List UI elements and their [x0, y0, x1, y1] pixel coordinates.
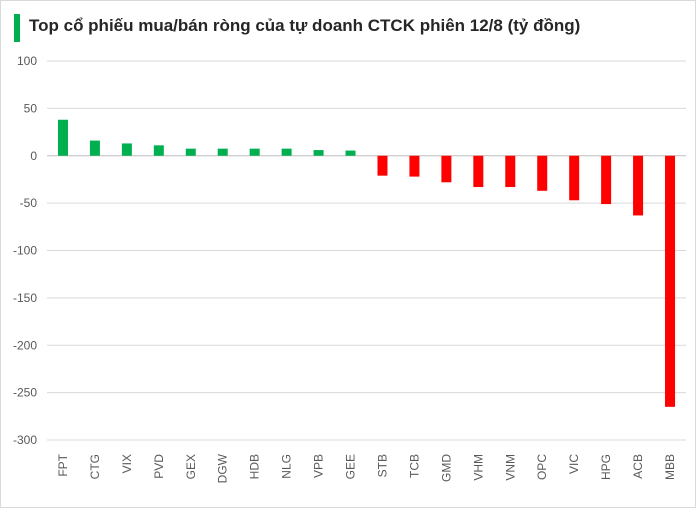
bar-gee — [345, 150, 356, 156]
title-accent-bar — [14, 14, 20, 42]
x-tick-label-gex: GEX — [184, 454, 198, 479]
x-tick-label-pvd: PVD — [152, 454, 166, 479]
y-axis-ticks: 100 50 0 -50 -100 -150 -200 -250 -300 — [13, 54, 37, 447]
bar-hpg — [601, 155, 612, 205]
chart-title: Top cổ phiếu mua/bán ròng của tự doanh C… — [29, 16, 581, 35]
bar-fpt — [57, 119, 68, 156]
x-tick-label-vix: VIX — [120, 454, 134, 473]
gridlines — [47, 60, 686, 441]
bar-gmd — [441, 155, 452, 183]
x-tick-label-stb: STB — [375, 454, 389, 477]
y-tick-label: 50 — [24, 101, 38, 115]
bar-vix — [121, 143, 132, 156]
bar-pvd — [153, 145, 164, 156]
y-tick-label: -150 — [13, 291, 37, 305]
x-tick-label-gee: GEE — [344, 454, 358, 479]
x-tick-label-ctg: CTG — [88, 454, 102, 479]
x-tick-label-acb: ACB — [631, 454, 645, 479]
bar-ctg — [89, 140, 100, 156]
bar-dgw — [217, 148, 228, 156]
bar-opc — [537, 155, 548, 191]
y-tick-label: -300 — [13, 433, 37, 447]
x-tick-label-nlg: NLG — [280, 454, 294, 479]
bar-tcb — [409, 155, 420, 177]
y-tick-label: 0 — [30, 149, 37, 163]
x-tick-label-fpt: FPT — [56, 453, 70, 476]
x-tick-label-vpb: VPB — [312, 454, 326, 478]
x-tick-label-vhm: VHM — [471, 454, 485, 481]
x-axis-labels: FPT CTG VIX PVD GEX DGW HDB NLG VPB GEE STB TCB GMD V… — [56, 453, 677, 483]
x-tick-label-vnm: VNM — [503, 454, 517, 481]
x-tick-label-hdb: HDB — [248, 454, 262, 479]
x-tick-label-vic: VIC — [567, 454, 581, 474]
x-tick-label-mbb: MBB — [663, 454, 677, 480]
y-tick-label: 100 — [17, 54, 37, 68]
x-tick-label-opc: OPC — [535, 454, 549, 480]
bar-vhm — [473, 155, 484, 188]
x-tick-label-hpg: HPG — [599, 454, 613, 480]
bar-gex — [185, 148, 196, 156]
bar-vpb — [313, 150, 324, 156]
bar-acb — [633, 155, 644, 216]
x-tick-label-tcb: TCB — [407, 454, 421, 478]
bar-vic — [569, 155, 580, 201]
bar-stb — [377, 155, 388, 176]
y-tick-label: -100 — [13, 244, 37, 258]
y-tick-label: -50 — [20, 196, 38, 210]
y-tick-label: -200 — [13, 338, 37, 352]
bar-nlg — [281, 148, 292, 156]
bars — [57, 119, 676, 407]
bar-vnm — [505, 155, 516, 188]
x-tick-label-dgw: DGW — [216, 453, 230, 483]
x-tick-label-gmd: GMD — [439, 454, 453, 482]
y-tick-label: -250 — [13, 386, 37, 400]
bar-mbb — [665, 155, 676, 407]
bar-hdb — [249, 148, 260, 156]
